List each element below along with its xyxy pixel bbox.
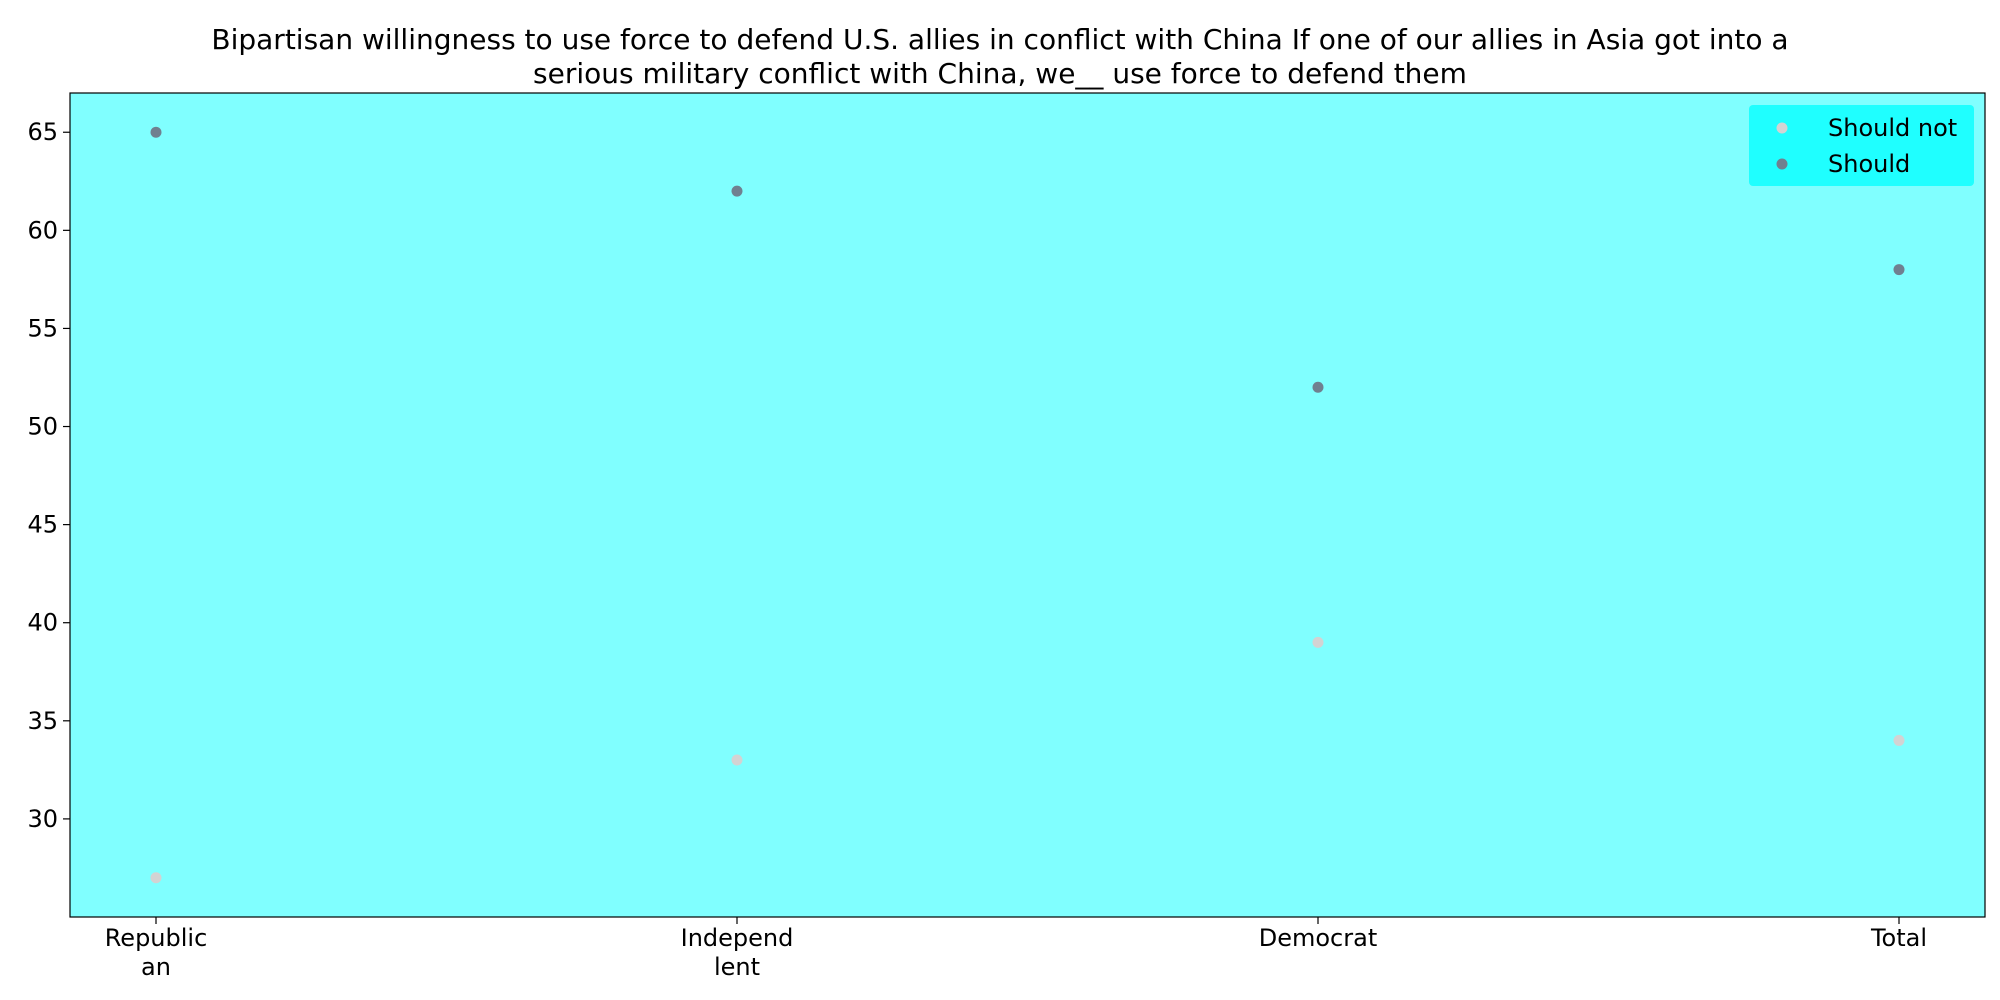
x-tick-label: an <box>141 953 171 981</box>
y-tick-label: 30 <box>27 805 58 833</box>
point-should <box>1893 264 1905 276</box>
point-should-not <box>1893 734 1905 746</box>
y-tick-label: 40 <box>27 609 58 637</box>
legend-marker <box>1776 158 1788 170</box>
point-should-not <box>1312 636 1324 648</box>
y-tick-label: 50 <box>27 413 58 441</box>
chart-title-line-1: Bipartisan willingness to use force to d… <box>211 23 1788 56</box>
y-tick-label: 35 <box>27 707 58 735</box>
legend: Should not Should <box>1749 105 1974 186</box>
legend-box <box>1749 105 1974 186</box>
y-tick-label: 45 <box>27 511 58 539</box>
x-tick-label: Democrat <box>1259 924 1378 952</box>
legend-label: Should not <box>1828 114 1957 142</box>
point-should <box>1312 381 1324 393</box>
plot-area <box>69 92 1986 918</box>
data-points <box>150 126 1905 884</box>
point-should-not <box>150 872 162 884</box>
x-tick-label: lent <box>714 953 760 981</box>
point-should <box>731 185 743 197</box>
legend-label: Should <box>1828 150 1910 178</box>
y-axis: 30 35 40 45 50 55 60 65 <box>27 118 70 833</box>
x-tick-label: Republic <box>105 924 208 952</box>
legend-marker <box>1776 122 1788 134</box>
y-tick-label: 55 <box>27 314 58 342</box>
x-tick-label: Total <box>1870 924 1927 952</box>
point-should-not <box>731 754 743 766</box>
y-tick-label: 65 <box>27 118 58 146</box>
point-should <box>150 126 162 138</box>
y-tick-label: 60 <box>27 216 58 244</box>
chart-title-line-2: serious military conflict with China, we… <box>533 57 1467 90</box>
chart-title: Bipartisan willingness to use force to d… <box>211 23 1788 90</box>
x-tick-label: Independ <box>681 924 794 952</box>
